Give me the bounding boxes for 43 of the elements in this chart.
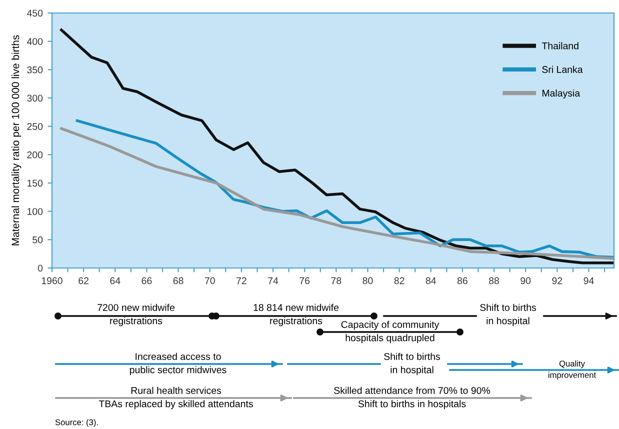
x-tick-label: 86: [457, 277, 468, 284]
x-tick-label: 94: [584, 277, 594, 284]
y-tick-label: 150: [27, 180, 43, 187]
source-note: Source: (3).: [55, 419, 98, 427]
y-tick-label: 0: [38, 264, 43, 272]
x-tick-label: 84: [426, 277, 436, 284]
y-tick-label: 250: [27, 123, 43, 130]
y-tick-label: 450: [26, 10, 43, 17]
x-tick-label: 72: [236, 277, 246, 284]
legend-label: Malaysia: [542, 89, 580, 99]
x-tick-label: 82: [394, 277, 404, 284]
x-tick-label: 62: [78, 277, 88, 284]
x-tick-label: 68: [173, 277, 184, 284]
y-tick-label: 400: [26, 38, 43, 45]
x-tick-label: 80: [362, 277, 373, 284]
text: 18 814 new midwife registrations: [254, 304, 339, 326]
x-tick-label: 1960: [42, 277, 62, 284]
y-axis-title: Maternal mortality ratio per 100 000 live births: [11, 35, 22, 246]
x-tick-label: 66: [142, 277, 152, 284]
text: Rural health services TBAs replaced by skilled attendants: [98, 386, 253, 410]
text: Quality improvement: [548, 360, 596, 380]
y-tick-label: 350: [27, 66, 43, 74]
x-tick-label: 88: [489, 277, 500, 284]
text: Skilled attendance from 70% to 90% Shift to births in hospitals: [334, 386, 490, 410]
text: Shift to births in hospital: [480, 304, 536, 326]
text: Capacity of community hospitals quadrupled: [341, 320, 440, 344]
x-tick-label: 78: [331, 277, 342, 284]
y-tick-label: 200: [27, 151, 43, 158]
x-tick-label: 92: [552, 277, 562, 284]
text: Increased access to public sector midwives: [130, 352, 226, 376]
legend-label: Sri Lanka: [542, 66, 583, 73]
x-tick-label: 90: [520, 277, 531, 284]
x-tick-label: 76: [300, 277, 310, 284]
y-tick-label: 100: [27, 208, 43, 215]
x-tick-label: 64: [110, 277, 120, 284]
text: 7200 new midwife registrations: [98, 304, 174, 326]
y-tick-label: 50: [32, 236, 43, 244]
x-tick-label: 70: [204, 277, 215, 284]
y-tick-label: 300: [27, 94, 43, 102]
line-series: [60, 28, 614, 264]
legend-label: Thailand: [542, 42, 578, 50]
x-tick-label: 74: [268, 277, 278, 284]
text: Shift to births in hospital: [384, 352, 440, 376]
